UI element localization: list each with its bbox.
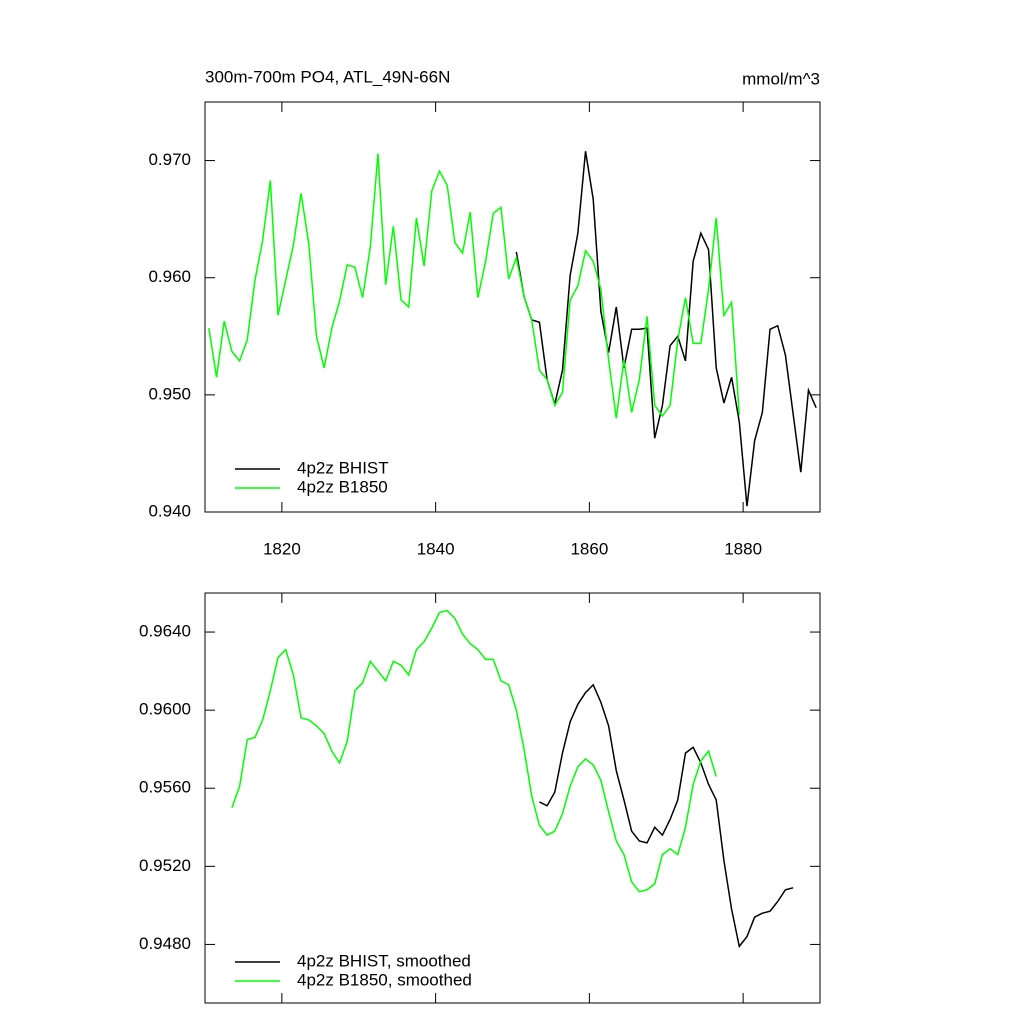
- y-tick-label: 0.9640: [139, 622, 191, 641]
- x-tick-label: 1860: [570, 539, 608, 558]
- units-label: mmol/m^3: [742, 69, 820, 88]
- legend-label: 4p2z B1850: [297, 477, 388, 496]
- plot-frame: [204, 592, 821, 1004]
- legend-label: 4p2z B1850, smoothed: [297, 970, 472, 989]
- x-tick-label: 1820: [263, 539, 301, 558]
- y-tick-label: 0.9520: [139, 856, 191, 875]
- legend-label: 4p2z BHIST, smoothed: [297, 951, 471, 970]
- y-tick-label: 0.970: [148, 150, 191, 169]
- series-line: [231, 609, 717, 893]
- series-line: [539, 683, 794, 949]
- y-tick-label: 0.9480: [139, 934, 191, 953]
- y-tick-label: 0.9600: [139, 700, 191, 719]
- x-tick-label: 1880: [724, 539, 762, 558]
- x-tick-label: 1840: [417, 539, 455, 558]
- y-tick-label: 0.960: [148, 267, 191, 286]
- legend-label: 4p2z BHIST: [297, 458, 389, 477]
- plot-frame: [204, 101, 821, 513]
- series-line: [208, 153, 741, 419]
- y-tick-label: 0.9560: [139, 778, 191, 797]
- series-line: [515, 151, 817, 507]
- y-tick-label: 0.940: [148, 501, 191, 520]
- chart-title: 300m-700m PO4, ATL_49N-66N: [205, 67, 450, 86]
- y-tick-label: 0.950: [148, 384, 191, 403]
